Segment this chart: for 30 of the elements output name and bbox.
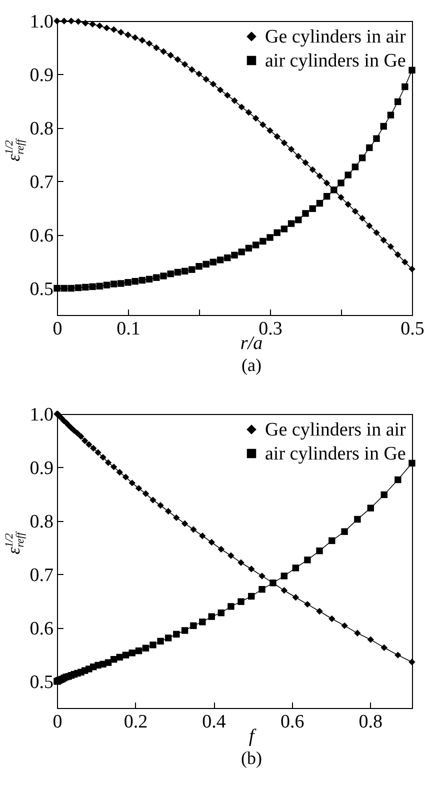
y-axis-title: ε1/2reff — [3, 139, 26, 161]
y-tick-label: 0.7 — [30, 564, 54, 586]
x-tick-label: 0.4 — [202, 712, 226, 732]
y-tick-label: 0.7 — [30, 172, 54, 193]
y-tick-label: 0.8 — [30, 511, 54, 532]
y-tick-label: 1.0 — [30, 12, 54, 32]
x-tick-label: 0 — [52, 318, 62, 340]
y-tick-label: 0.9 — [30, 64, 54, 86]
y-tick-label: 0.5 — [30, 278, 54, 300]
y-tick-label: 0.6 — [30, 225, 54, 246]
x-tick-label: 0 — [52, 712, 62, 732]
text: (a) — [240, 355, 262, 376]
y-tick-label: 0.6 — [30, 618, 54, 640]
x-tick-label: 0.3 — [258, 318, 282, 340]
legend-label: Ge cylinders in air — [265, 420, 407, 440]
x-tick-label: 0.1 — [116, 318, 140, 340]
legend-label: Ge cylinders in air — [265, 26, 407, 48]
x-tick-label: 0.2 — [124, 712, 148, 732]
x-axis-title: f — [248, 726, 254, 747]
text: (b) — [240, 748, 263, 769]
y-axis-title: ε1/2reff — [3, 532, 26, 554]
x-tick-label: 0.8 — [358, 712, 382, 732]
y-tick-label: 0.9 — [30, 458, 54, 479]
legend-label: air cylinders in Ge — [265, 50, 406, 72]
y-tick-label: 1.0 — [30, 404, 54, 426]
legend-label: air cylinders in Ge — [265, 444, 406, 464]
y-tick-label: 0.8 — [30, 118, 54, 140]
y-tick-label: 0.5 — [30, 672, 54, 693]
x-tick-label: 0.6 — [280, 712, 304, 732]
x-tick-label: 0.5 — [400, 318, 424, 340]
